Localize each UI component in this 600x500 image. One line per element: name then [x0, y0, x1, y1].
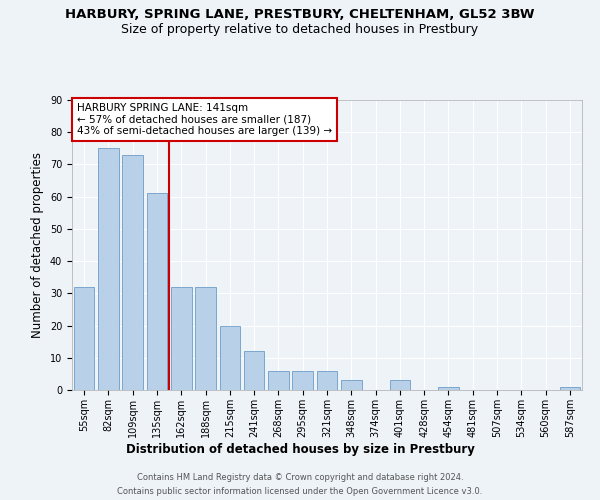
Bar — [438, 387, 459, 390]
Bar — [317, 370, 337, 390]
Y-axis label: Number of detached properties: Number of detached properties — [31, 152, 44, 338]
Bar — [220, 326, 240, 390]
Bar — [268, 370, 289, 390]
Bar — [171, 287, 191, 390]
Bar — [244, 352, 265, 390]
Text: Size of property relative to detached houses in Prestbury: Size of property relative to detached ho… — [121, 22, 479, 36]
Bar — [74, 287, 94, 390]
Bar — [341, 380, 362, 390]
Bar — [389, 380, 410, 390]
Text: Contains HM Land Registry data © Crown copyright and database right 2024.: Contains HM Land Registry data © Crown c… — [137, 472, 463, 482]
Bar — [98, 148, 119, 390]
Text: Contains public sector information licensed under the Open Government Licence v3: Contains public sector information licen… — [118, 488, 482, 496]
Text: Distribution of detached houses by size in Prestbury: Distribution of detached houses by size … — [125, 442, 475, 456]
Bar — [560, 387, 580, 390]
Text: HARBURY SPRING LANE: 141sqm
← 57% of detached houses are smaller (187)
43% of se: HARBURY SPRING LANE: 141sqm ← 57% of det… — [77, 103, 332, 136]
Text: HARBURY, SPRING LANE, PRESTBURY, CHELTENHAM, GL52 3BW: HARBURY, SPRING LANE, PRESTBURY, CHELTEN… — [65, 8, 535, 20]
Bar — [195, 287, 216, 390]
Bar — [122, 155, 143, 390]
Bar — [292, 370, 313, 390]
Bar — [146, 194, 167, 390]
